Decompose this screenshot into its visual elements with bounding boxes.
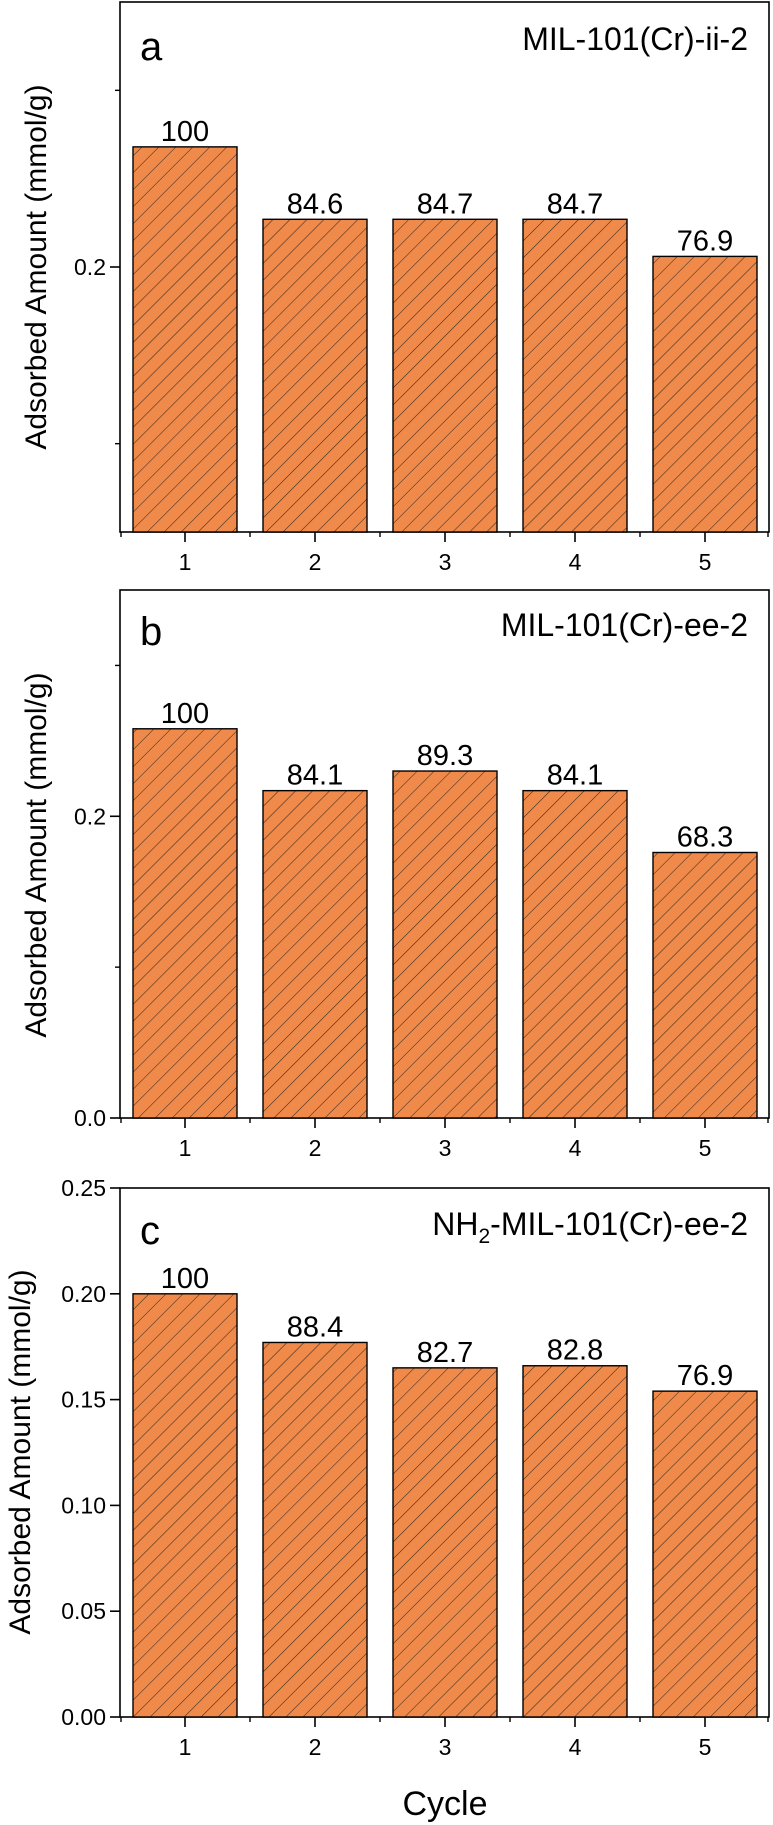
panel-letter-b: b bbox=[140, 610, 162, 654]
bar-hatch bbox=[522, 218, 628, 533]
bar-data-label: 84.1 bbox=[287, 760, 343, 792]
bar-data-label: 82.8 bbox=[547, 1335, 603, 1367]
panel-c: 100 88.4 82.7 82.8 76.9 0.00 0.05 0.10 0.15 0.20… bbox=[4, 1175, 770, 1823]
y-tick-label: 0.15 bbox=[61, 1387, 106, 1413]
sample-label-b: MIL-101(Cr)-ee-2 bbox=[501, 607, 748, 643]
bar-data-label: 100 bbox=[161, 1263, 209, 1295]
y-axis-label-b: Adsorbed Amount (mmol/g) bbox=[20, 672, 53, 1037]
bar-data-label: 88.4 bbox=[287, 1311, 343, 1343]
y-tick-label: 0.2 bbox=[74, 254, 106, 280]
x-tick-label: 5 bbox=[699, 1734, 712, 1760]
sample-label-c-rest: -MIL-101(Cr)-ee-2 bbox=[490, 1206, 748, 1242]
bar-data-label: 82.7 bbox=[417, 1337, 473, 1369]
bar-hatch bbox=[262, 1341, 368, 1718]
bar-data-label: 100 bbox=[161, 698, 209, 730]
bar-hatch bbox=[522, 789, 628, 1119]
panel-letter-c: c bbox=[140, 1209, 160, 1253]
data-labels-a: 100 84.6 84.7 84.7 76.9 bbox=[161, 116, 733, 258]
y-ticks-c: 0.00 0.05 0.10 0.15 0.20 0.25 bbox=[61, 1175, 120, 1730]
x-tick-label: 3 bbox=[439, 549, 452, 575]
bar-data-label: 84.7 bbox=[417, 188, 473, 220]
data-labels-b: 100 84.1 89.3 84.1 68.3 bbox=[161, 698, 733, 854]
x-tick-label: 1 bbox=[179, 1734, 192, 1760]
bars-c bbox=[132, 1293, 758, 1718]
y-tick-label: 0.10 bbox=[61, 1492, 106, 1518]
panel-b: 100 84.1 89.3 84.1 68.3 0.0 0.2 1 2 3 4 5 b MIL-1… bbox=[20, 589, 770, 1161]
y-axis-label-c: Adsorbed Amount (mmol/g) bbox=[4, 1269, 37, 1634]
x-tick-label: 2 bbox=[309, 1734, 322, 1760]
y-tick-label: 0.05 bbox=[61, 1598, 106, 1624]
panel-a: 100 84.6 84.7 84.7 76.9 0.2 1 2 3 4 5 a MIL-101(… bbox=[20, 1, 770, 575]
y-tick-label: 0.2 bbox=[74, 803, 106, 829]
bar-hatch bbox=[262, 218, 368, 533]
bar-hatch bbox=[652, 851, 758, 1119]
x-ticks-b: 1 2 3 4 5 bbox=[120, 1118, 769, 1161]
bar-data-label: 76.9 bbox=[677, 225, 733, 257]
bar-data-label: 89.3 bbox=[417, 740, 473, 772]
bar-data-label: 100 bbox=[161, 116, 209, 148]
bar-hatch bbox=[652, 1390, 758, 1718]
y-tick-label: 0.20 bbox=[61, 1281, 106, 1307]
bar-data-label: 68.3 bbox=[677, 821, 733, 853]
x-tick-label: 5 bbox=[699, 549, 712, 575]
bars-a bbox=[132, 146, 758, 533]
bar-data-label: 84.6 bbox=[287, 188, 343, 220]
x-tick-label: 5 bbox=[699, 1135, 712, 1161]
x-tick-label: 2 bbox=[309, 1135, 322, 1161]
y-ticks-a: 0.2 bbox=[74, 89, 120, 445]
bar-hatch bbox=[262, 789, 368, 1119]
bar-hatch bbox=[652, 255, 758, 533]
bar-hatch bbox=[132, 1293, 238, 1718]
bar-data-label: 76.9 bbox=[677, 1360, 733, 1392]
panel-letter-a: a bbox=[140, 25, 163, 69]
bar-data-label: 84.7 bbox=[547, 188, 603, 220]
sample-label-c-main: NH bbox=[432, 1206, 478, 1242]
bar-hatch bbox=[392, 770, 498, 1119]
x-tick-label: 1 bbox=[179, 549, 192, 575]
x-tick-label: 4 bbox=[569, 1135, 582, 1161]
sample-label-c-subscript: 2 bbox=[478, 1225, 490, 1248]
x-ticks-c: 1 2 3 4 5 bbox=[120, 1717, 769, 1760]
bar-hatch bbox=[392, 218, 498, 533]
x-tick-label: 4 bbox=[569, 549, 582, 575]
x-tick-label: 3 bbox=[439, 1135, 452, 1161]
bars-b bbox=[132, 728, 758, 1119]
x-axis-label: Cycle bbox=[402, 1785, 487, 1823]
bar-hatch bbox=[522, 1365, 628, 1718]
x-tick-label: 3 bbox=[439, 1734, 452, 1760]
x-ticks-a: 1 2 3 4 5 bbox=[120, 532, 769, 575]
x-tick-label: 1 bbox=[179, 1135, 192, 1161]
sample-label-c: NH2-MIL-101(Cr)-ee-2 bbox=[432, 1206, 748, 1248]
y-tick-label: 0.00 bbox=[61, 1704, 106, 1730]
y-axis-label-a: Adsorbed Amount (mmol/g) bbox=[20, 84, 53, 449]
bar-data-label: 84.1 bbox=[547, 760, 603, 792]
y-ticks-b: 0.0 0.2 bbox=[74, 664, 120, 1131]
sample-label-a: MIL-101(Cr)-ii-2 bbox=[522, 21, 748, 57]
y-tick-label: 0.0 bbox=[74, 1105, 106, 1131]
bar-hatch bbox=[392, 1367, 498, 1718]
bar-hatch bbox=[132, 728, 238, 1119]
data-labels-c: 100 88.4 82.7 82.8 76.9 bbox=[161, 1263, 733, 1392]
x-tick-label: 4 bbox=[569, 1734, 582, 1760]
y-tick-label: 0.25 bbox=[61, 1175, 106, 1201]
x-tick-label: 2 bbox=[309, 549, 322, 575]
bar-hatch bbox=[132, 146, 238, 533]
